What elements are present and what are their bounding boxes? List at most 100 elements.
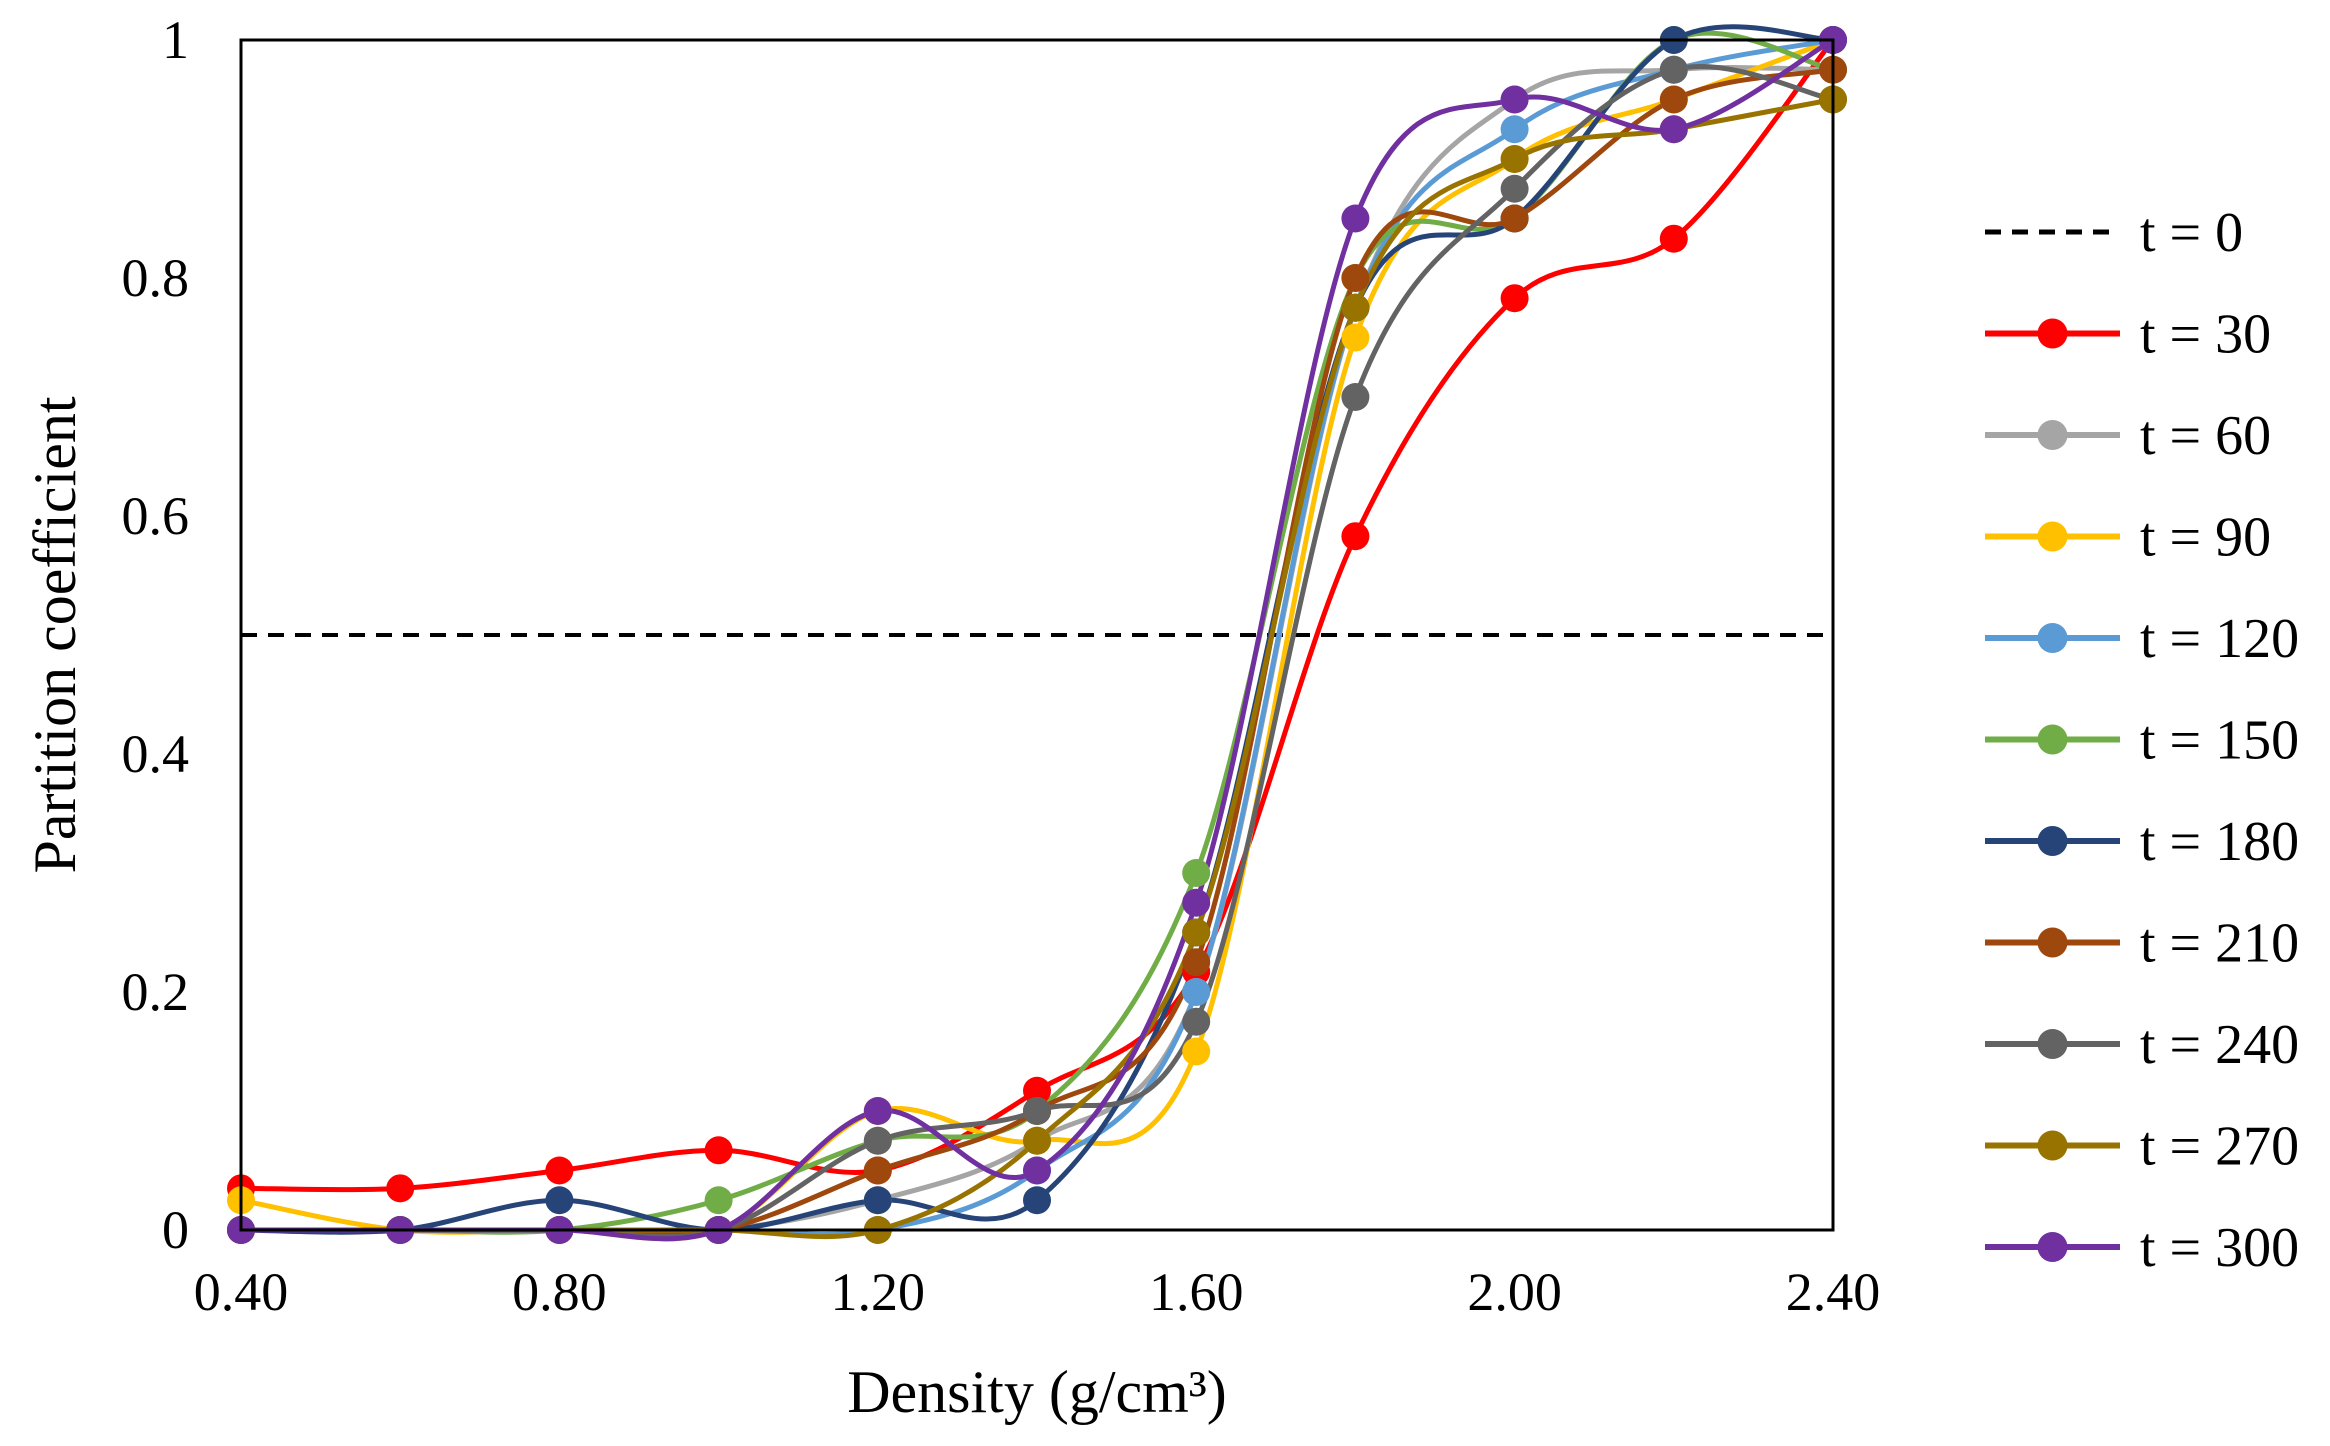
data-point-t-30 (1023, 1076, 1051, 1105)
series-line-t-30 (240, 38, 1835, 1193)
legend-label: t = 180 (2140, 811, 2299, 873)
legend-marker (2037, 724, 2068, 755)
y-tick-label: 0.8 (122, 248, 190, 308)
legend-label: t = 120 (2140, 608, 2299, 670)
data-point-t-120 (1500, 115, 1529, 144)
legend-label: t = 240 (2140, 1014, 2299, 1076)
legend-marker (2037, 318, 2068, 349)
legend-marker (2037, 1232, 2068, 1262)
y-tick-label: 0 (162, 1200, 189, 1260)
data-point-t-240 (863, 1126, 892, 1155)
x-tick-label: 1.20 (831, 1262, 926, 1322)
data-point-t-180 (545, 1186, 574, 1215)
data-point-t-90 (1341, 323, 1370, 352)
markers-layer (227, 26, 1847, 1244)
data-point-t-180 (863, 1186, 892, 1215)
legend-marker (2037, 521, 2068, 552)
legend-item-t-300: t = 300 (1985, 1217, 2299, 1279)
legend: t = 0 t = 30 t = 60 t = 90 t = 120 t = 150 t =… (1985, 202, 2299, 1279)
legend-label: t = 270 (2140, 1116, 2299, 1178)
data-point-t-270 (1500, 145, 1529, 173)
series-line-t-60 (240, 65, 1834, 1235)
legend-item-t-60: t = 60 (1985, 405, 2271, 467)
data-point-t-150 (704, 1186, 733, 1215)
data-point-t-210 (1341, 264, 1370, 292)
y-tick-label: 0.4 (122, 724, 190, 784)
legend-label: t = 210 (2140, 913, 2299, 975)
data-point-t-240 (1023, 1097, 1051, 1125)
data-point-t-90 (1182, 1037, 1211, 1066)
data-point-t-30 (1659, 224, 1688, 253)
series-line-t-210 (240, 67, 1834, 1237)
data-point-t-240 (1182, 1007, 1211, 1036)
data-point-t-240 (1659, 55, 1688, 84)
data-point-t-30 (1341, 522, 1370, 551)
series-line-t-270 (240, 97, 1834, 1240)
data-point-t-270 (1023, 1126, 1051, 1155)
legend-marker (2037, 420, 2068, 450)
y-axis-title: Partition coefficient (22, 396, 88, 873)
data-point-t-30 (545, 1156, 574, 1185)
data-point-t-210 (1182, 948, 1211, 977)
x-tick-label: 1.60 (1149, 1262, 1244, 1322)
legend-label: t = 300 (2140, 1217, 2299, 1279)
data-point-t-150 (1182, 859, 1211, 887)
legend-item-t-150: t = 150 (1985, 710, 2299, 772)
y-tick-label: 0.6 (122, 486, 190, 546)
x-tick-label: 0.40 (194, 1262, 289, 1322)
y-tick-label: 1 (162, 10, 189, 70)
legend-marker (2037, 1029, 2068, 1059)
legend-item-t-180: t = 180 (1985, 811, 2299, 873)
legend-label: t = 90 (2140, 507, 2271, 569)
legend-label: t = 150 (2140, 710, 2299, 772)
data-point-t-300 (1341, 204, 1370, 233)
legend-item-t-270: t = 270 (1985, 1116, 2299, 1178)
data-point-t-300 (863, 1097, 892, 1125)
series-line-t-180 (240, 24, 1834, 1235)
y-tick-label: 0.2 (122, 962, 190, 1022)
data-point-t-300 (1500, 85, 1529, 114)
data-point-t-240 (1500, 174, 1529, 203)
data-point-t-30 (1500, 284, 1529, 313)
data-point-t-210 (863, 1156, 892, 1185)
data-point-t-210 (1659, 85, 1688, 114)
x-tick-label: 2.00 (1467, 1262, 1562, 1322)
data-point-t-270 (1341, 293, 1370, 322)
legend-item-t-90: t = 90 (1985, 507, 2271, 569)
legend-marker (2037, 1130, 2068, 1161)
legend-item-t-240: t = 240 (1985, 1014, 2299, 1076)
legend-label: t = 30 (2140, 304, 2271, 366)
series-line-t-120 (240, 37, 1834, 1237)
series-line-t-240 (240, 63, 1834, 1240)
legend-marker (2037, 826, 2068, 856)
x-tick-label: 2.40 (1786, 1262, 1881, 1322)
legend-item-t-120: t = 120 (1985, 608, 2299, 670)
x-axis-title: Density (g/cm³) (847, 1359, 1227, 1425)
curves-layer (240, 24, 1835, 1242)
plot-area-frame (239, 38, 1835, 1232)
data-point-t-30 (386, 1174, 415, 1203)
data-point-t-300 (1659, 115, 1688, 144)
legend-marker (2037, 927, 2068, 958)
legend-marker (2037, 623, 2068, 653)
series-line-t-300 (240, 37, 1835, 1242)
series-line-t-90 (240, 37, 1834, 1242)
data-point-t-300 (1182, 888, 1211, 917)
legend-label: t = 0 (2140, 202, 2243, 264)
data-point-t-180 (1023, 1186, 1051, 1215)
data-point-t-120 (1182, 978, 1211, 1006)
data-point-t-30 (704, 1136, 733, 1165)
data-point-t-270 (1182, 918, 1211, 947)
axis-layer: 0.40 0.80 1.20 1.60 2.00 2.40 0 0.2 0.4 0.6 0.8 1 (122, 10, 1881, 1322)
x-tick-label: 0.80 (512, 1262, 607, 1322)
legend-item-t-210: t = 210 (1985, 913, 2299, 975)
series-line-t-150 (240, 30, 1834, 1235)
data-point-t-210 (1500, 204, 1529, 233)
data-point-t-300 (1023, 1156, 1051, 1185)
legend-label: t = 60 (2140, 405, 2271, 467)
data-point-t-240 (1341, 383, 1370, 411)
legend-item-t-0: t = 0 (1985, 202, 2243, 264)
legend-item-t-30: t = 30 (1985, 304, 2271, 366)
